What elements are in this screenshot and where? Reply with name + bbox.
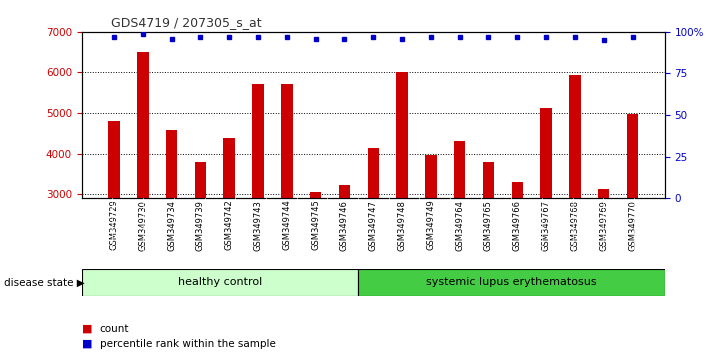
Bar <box>252 84 264 316</box>
Bar <box>511 182 523 316</box>
Text: percentile rank within the sample: percentile rank within the sample <box>100 339 275 349</box>
Bar <box>82 269 358 296</box>
Bar <box>338 185 351 316</box>
Bar <box>166 130 178 316</box>
Bar <box>483 162 494 316</box>
Text: disease state ▶: disease state ▶ <box>4 278 85 288</box>
Bar <box>195 162 206 316</box>
Bar <box>598 189 609 316</box>
Text: GDS4719 / 207305_s_at: GDS4719 / 207305_s_at <box>111 16 262 29</box>
Bar <box>358 269 665 296</box>
Bar <box>627 114 638 316</box>
Bar <box>396 72 408 316</box>
Bar <box>108 121 119 316</box>
Bar <box>137 52 149 316</box>
Bar <box>281 84 293 316</box>
Bar <box>425 155 437 316</box>
Text: healthy control: healthy control <box>178 277 262 287</box>
Bar <box>310 192 321 316</box>
Text: ■: ■ <box>82 324 92 333</box>
Text: ■: ■ <box>82 339 92 349</box>
Bar <box>454 141 466 316</box>
Bar <box>569 75 581 316</box>
Bar <box>540 108 552 316</box>
Bar <box>223 138 235 316</box>
Bar <box>368 148 379 316</box>
Text: systemic lupus erythematosus: systemic lupus erythematosus <box>426 277 597 287</box>
Text: count: count <box>100 324 129 333</box>
